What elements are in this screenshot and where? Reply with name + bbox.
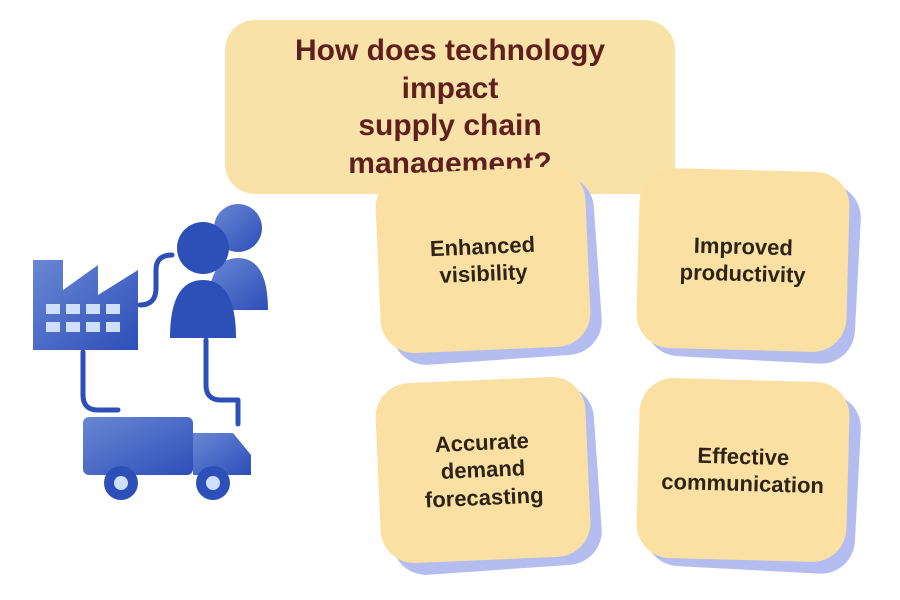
card-label: Improved productivity: [679, 231, 806, 289]
title-block: How does technology impact supply chain …: [225, 20, 675, 194]
cards-grid: Enhanced visibility Improved productivit…: [378, 170, 860, 570]
people-icon: [170, 204, 268, 338]
card-face: Effective communication: [636, 377, 851, 562]
title-background: How does technology impact supply chain …: [225, 20, 675, 194]
card-effective-communication: Effective communication: [638, 380, 848, 560]
card-accurate-demand-forecasting: Accurate demand forecasting: [378, 380, 588, 560]
factory-icon: [33, 260, 138, 350]
card-label: Accurate demand forecasting: [422, 426, 544, 514]
card-face: Improved productivity: [636, 167, 851, 352]
card-label: Effective communication: [661, 440, 825, 499]
truck-icon: [83, 417, 251, 500]
card-enhanced-visibility: Enhanced visibility: [378, 170, 588, 350]
card-face: Enhanced visibility: [374, 166, 592, 355]
supply-chain-illustration: [28, 200, 328, 520]
page-title: How does technology impact supply chain …: [259, 32, 641, 182]
card-label: Enhanced visibility: [429, 230, 536, 290]
card-face: Accurate demand forecasting: [374, 376, 592, 565]
card-improved-productivity: Improved productivity: [638, 170, 848, 350]
